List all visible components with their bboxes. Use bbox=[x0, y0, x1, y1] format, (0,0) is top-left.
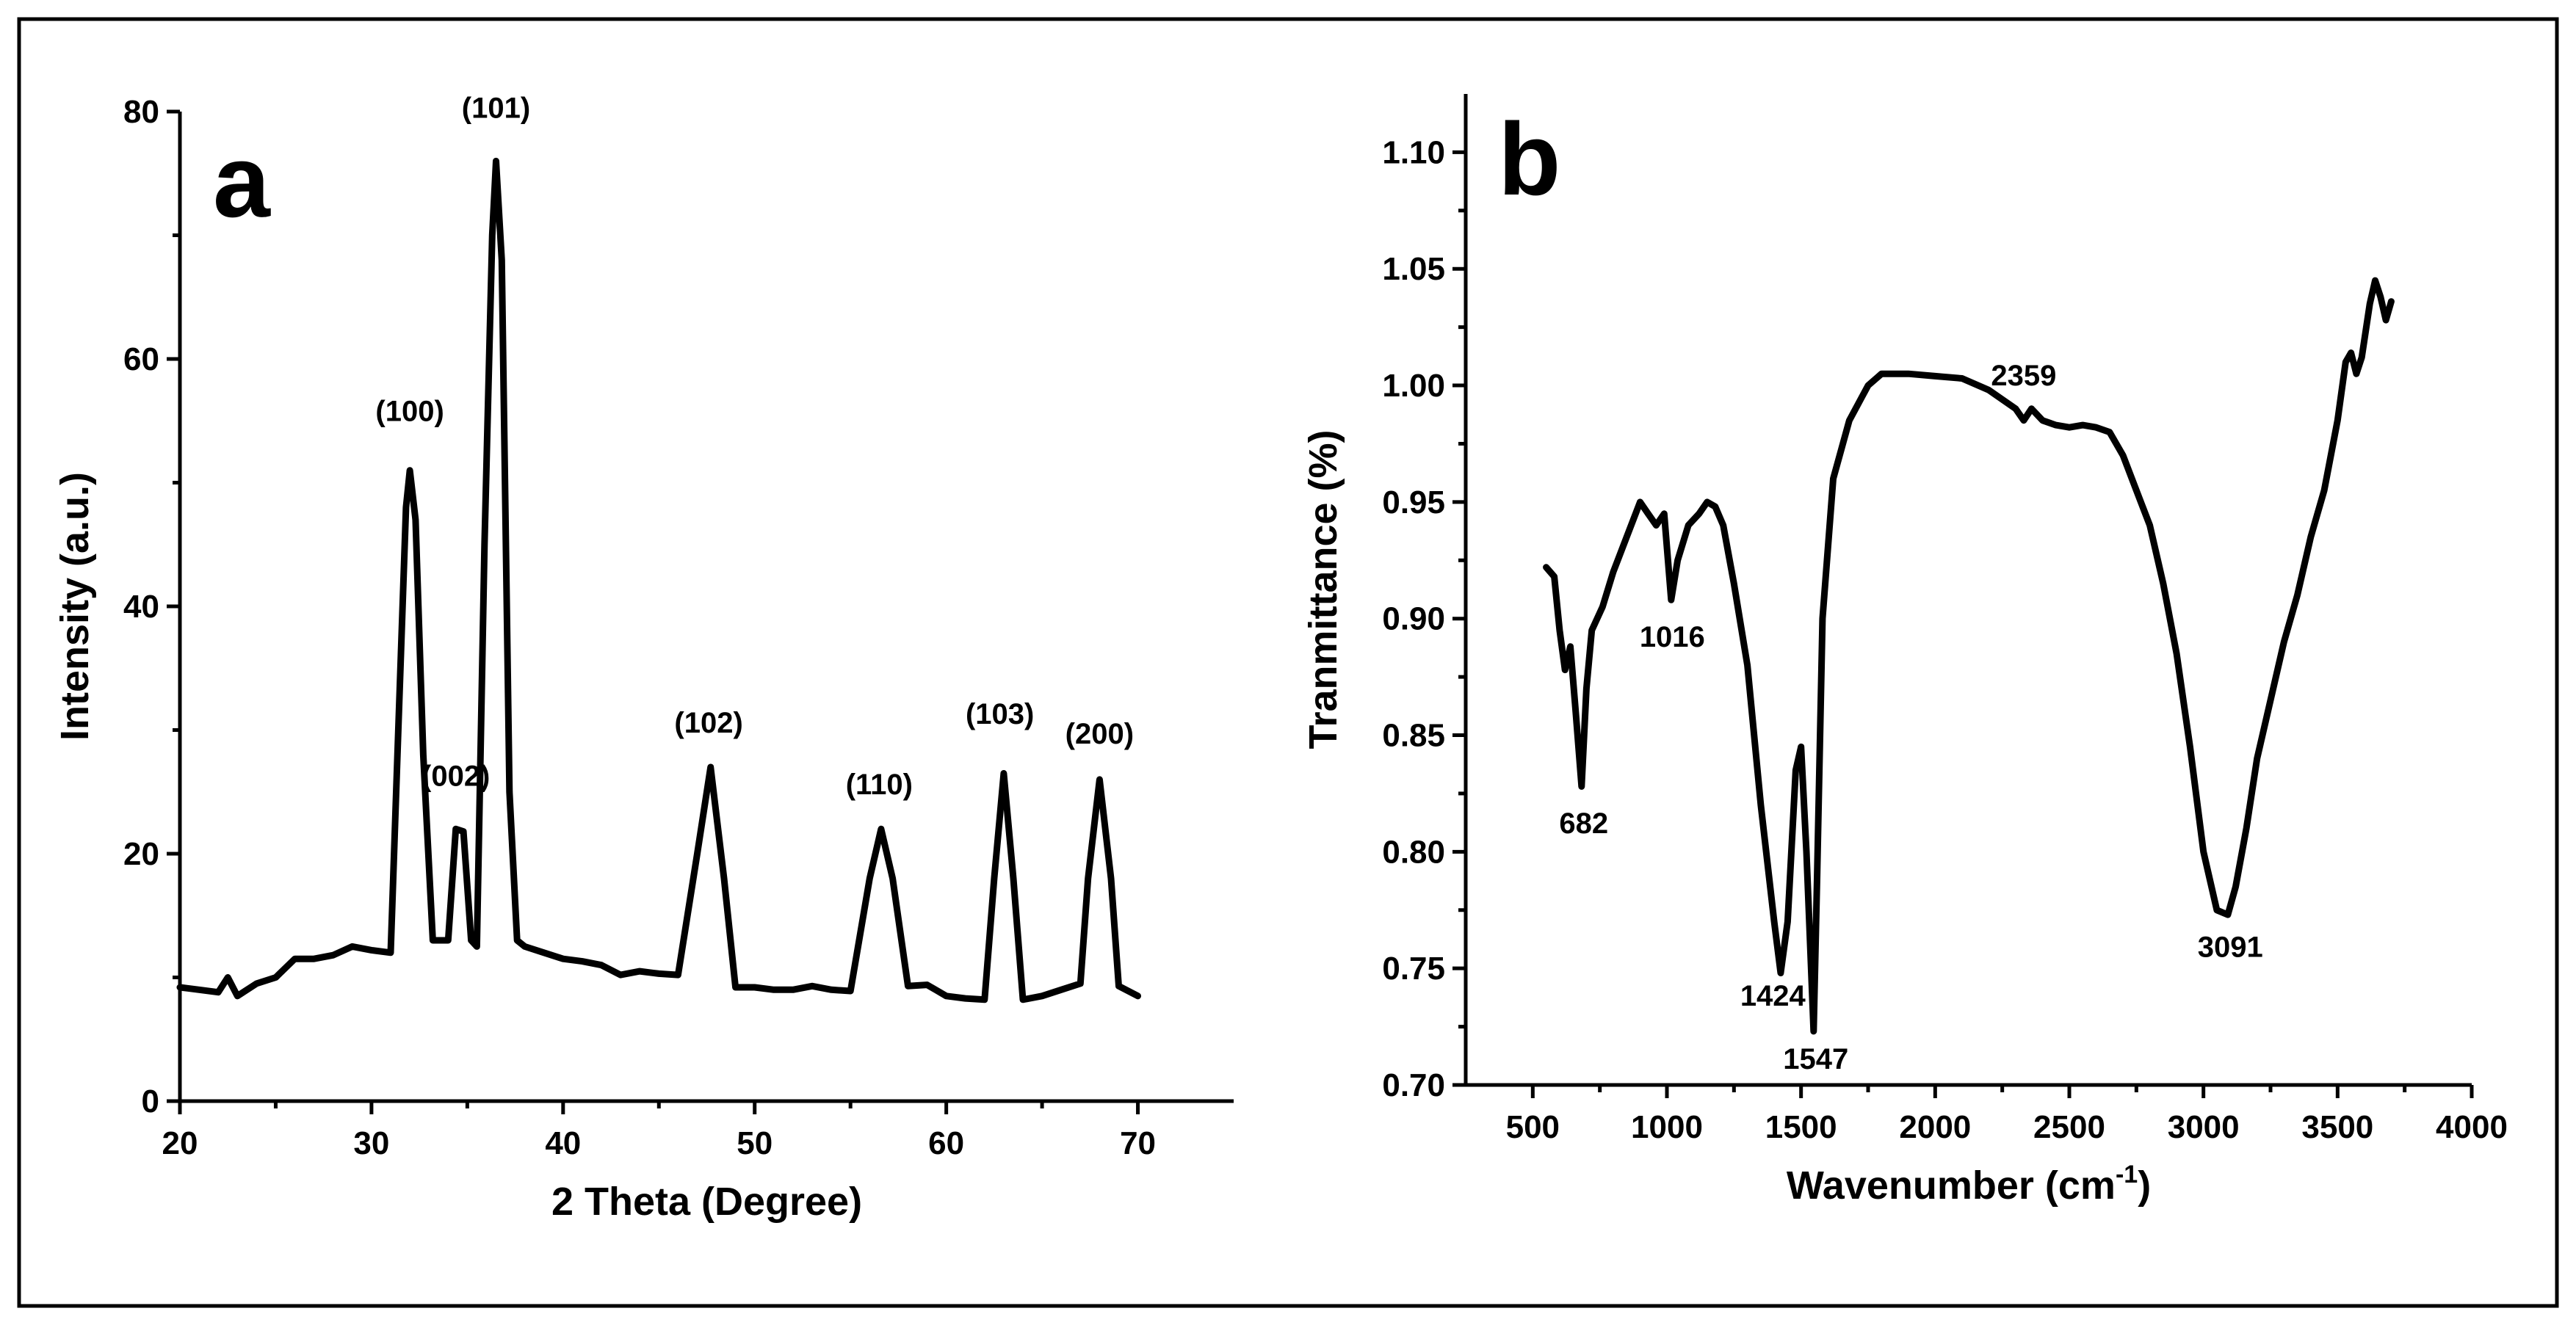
y-tick-label: 0.70 bbox=[1382, 1067, 1445, 1103]
y-tick-label: 0.85 bbox=[1382, 718, 1445, 754]
x-tick-label: 30 bbox=[353, 1125, 389, 1161]
y-tick-label: 1.05 bbox=[1382, 251, 1445, 287]
panel-letter: a bbox=[213, 123, 271, 239]
panel-letter: b bbox=[1498, 101, 1561, 217]
x-tick-label: 60 bbox=[928, 1125, 964, 1161]
peak-label: (100) bbox=[375, 395, 444, 427]
x-tick-label: 2500 bbox=[2033, 1109, 2105, 1145]
peak-label: 3091 bbox=[2198, 931, 2263, 963]
y-tick-label: 40 bbox=[123, 589, 159, 625]
x-axis-title: 2 Theta (Degree) bbox=[551, 1180, 862, 1224]
peak-label: 1424 bbox=[1740, 980, 1806, 1012]
x-tick-label: 3000 bbox=[2168, 1109, 2240, 1145]
y-tick-label: 1.00 bbox=[1382, 368, 1445, 404]
x-axis-title: Wavenumber (cm-1) bbox=[1787, 1161, 2151, 1208]
x-tick-label: 1000 bbox=[1631, 1109, 1703, 1145]
peak-label: (101) bbox=[462, 92, 530, 124]
y-tick-label: 0.95 bbox=[1382, 484, 1445, 520]
y-tick-label: 80 bbox=[123, 94, 159, 130]
x-tick-label: 40 bbox=[545, 1125, 581, 1161]
x-tick-label: 20 bbox=[162, 1125, 198, 1161]
peak-label: 682 bbox=[1559, 807, 1608, 840]
x-axis-title-superscript: -1 bbox=[2116, 1161, 2138, 1188]
x-tick-label: 3500 bbox=[2301, 1109, 2373, 1145]
peak-label: (200) bbox=[1066, 718, 1134, 750]
peak-label: (103) bbox=[966, 698, 1034, 730]
y-tick-label: 1.10 bbox=[1382, 134, 1445, 170]
peak-label: 1016 bbox=[1640, 621, 1705, 653]
peak-label: (102) bbox=[674, 707, 742, 739]
y-tick-label: 20 bbox=[123, 836, 159, 872]
y-tick-label: 0.75 bbox=[1382, 951, 1445, 987]
x-tick-label: 70 bbox=[1120, 1125, 1156, 1161]
x-axis-title-suffix: ) bbox=[2138, 1164, 2151, 1208]
series-line-ftir bbox=[1543, 277, 2395, 1035]
series-line-xrd bbox=[176, 157, 1141, 1003]
x-tick-label: 4000 bbox=[2436, 1109, 2508, 1145]
figure-border bbox=[17, 17, 2559, 1308]
peak-label: 2359 bbox=[1991, 360, 2056, 392]
peak-label: (002) bbox=[422, 760, 490, 792]
peak-label: (110) bbox=[846, 769, 913, 801]
x-tick-label: 50 bbox=[737, 1125, 773, 1161]
y-tick-label: 0.90 bbox=[1382, 601, 1445, 637]
y-tick-label: 0.80 bbox=[1382, 834, 1445, 870]
x-tick-label: 500 bbox=[1506, 1109, 1560, 1145]
y-axis-title: Tranmittance (%) bbox=[1301, 429, 1345, 749]
x-tick-label: 2000 bbox=[1899, 1109, 1971, 1145]
y-axis-title: Intensity (a.u.) bbox=[53, 472, 97, 741]
y-tick-label: 60 bbox=[123, 341, 159, 377]
peak-label: 1547 bbox=[1783, 1043, 1848, 1075]
y-tick-label: 0 bbox=[142, 1083, 159, 1119]
panel-b: 500 1000 1500 2000 2500 3000 3500 4000 0.70 0.75 0… bbox=[1301, 94, 2508, 1208]
x-tick-label: 1500 bbox=[1765, 1109, 1837, 1145]
